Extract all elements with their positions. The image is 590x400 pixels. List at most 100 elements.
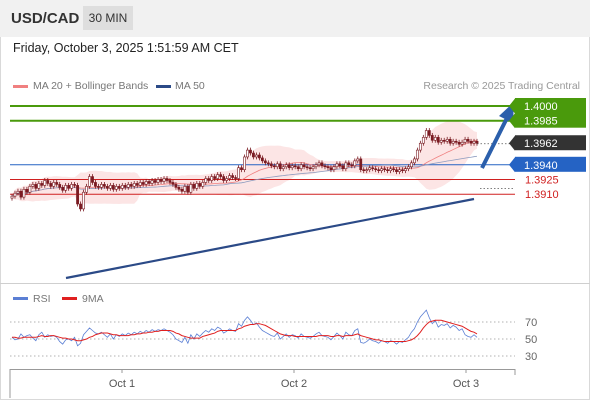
candle-body [287, 164, 291, 169]
candle-body [97, 186, 100, 188]
candle-body [213, 176, 217, 179]
level-label-1-3962-bg [515, 135, 586, 151]
candle-body [335, 163, 339, 168]
timeframe-badge[interactable]: 30 MIN [83, 6, 133, 30]
candle-body [269, 163, 273, 167]
level-label-1-4000-bg [515, 98, 586, 113]
candle-body [454, 140, 458, 143]
candle-body [353, 160, 357, 167]
candle-body [398, 169, 401, 172]
candle-body [111, 185, 115, 190]
candle-body [198, 183, 202, 187]
candle-body [204, 178, 208, 183]
header-bar: USD/CAD 30 MIN [0, 0, 590, 37]
candle-body [108, 185, 112, 189]
candle-body [433, 137, 437, 141]
candle-body [82, 191, 85, 210]
candle-body [263, 160, 267, 164]
candle-body [207, 178, 211, 181]
candle-body [413, 158, 416, 164]
candle-body [475, 140, 479, 144]
rsi-tick-50: 50 [525, 334, 537, 346]
candle-body [28, 186, 32, 193]
candle-body [22, 189, 26, 198]
symbol-title: USD/CAD [11, 10, 80, 27]
x-tick-label: Oct 2 [281, 378, 307, 390]
candle-body [344, 162, 348, 170]
candle-body [70, 184, 74, 189]
candle-body [171, 182, 175, 185]
candle-body [401, 169, 404, 171]
candle-body [52, 182, 56, 187]
candle-body [141, 182, 145, 185]
candle-body [350, 164, 354, 167]
candle-body [126, 184, 130, 188]
candle-body [120, 185, 124, 189]
candle-body [249, 149, 252, 154]
candle-body [299, 164, 303, 170]
candle-body [430, 135, 434, 141]
candle-body [150, 180, 154, 184]
candle-body [296, 166, 300, 170]
candle-body [85, 186, 88, 193]
candle-body [395, 169, 398, 172]
candle-body [34, 184, 38, 189]
candle-body [293, 165, 297, 168]
candle-body [392, 168, 395, 171]
candle-body [31, 184, 35, 187]
candle-body [91, 176, 94, 183]
candle-body [43, 180, 47, 186]
rsi-ma-line [12, 319, 478, 343]
candle-body [76, 185, 79, 205]
level-label-1-4000-tip [509, 98, 515, 114]
candle-body [58, 184, 62, 188]
candle-body [64, 185, 68, 191]
candle-body [37, 183, 41, 189]
candle-body [272, 165, 276, 168]
candle-body [389, 168, 392, 171]
candle-body [114, 186, 118, 190]
candle-body [424, 130, 428, 138]
candle-body [180, 189, 184, 192]
candle-body [49, 183, 53, 187]
rsi-ma-legend-swatch [62, 297, 77, 300]
level-label-1-3940-bg [515, 156, 586, 172]
candle-body [377, 169, 381, 171]
candle-body [445, 139, 449, 142]
level-label-1-3985: 1.3985 [524, 116, 558, 128]
candle-body [305, 166, 309, 169]
candle-body [323, 165, 327, 168]
candle-body [359, 158, 363, 170]
candle-body [407, 166, 410, 170]
candle-body [135, 183, 139, 186]
level-label-1-3940-tip [509, 157, 515, 173]
candle-body [16, 190, 20, 194]
candle-body [195, 183, 199, 189]
candle-body [418, 142, 422, 151]
candle-body [365, 169, 369, 171]
candle-body [189, 184, 193, 193]
candle-body [174, 184, 178, 188]
candle-body [252, 152, 255, 158]
candle-body [168, 180, 172, 183]
x-tick-label: Oct 1 [109, 378, 135, 390]
rsi-tick-70: 70 [525, 317, 537, 329]
candle-body [123, 185, 127, 188]
candle-body [228, 175, 231, 179]
candle-body [338, 163, 342, 167]
candle-body [314, 164, 318, 168]
candle-body [386, 169, 389, 171]
ma20-legend-swatch [13, 85, 28, 88]
candle-body [320, 162, 324, 167]
x-tick-label: Oct 3 [453, 378, 479, 390]
candle-body [371, 167, 375, 170]
candle-body [100, 184, 103, 188]
candle-body [368, 167, 372, 171]
candle-body [332, 166, 336, 170]
candle-body [132, 183, 136, 187]
level-label-1-4000: 1.4000 [524, 101, 558, 113]
candle-body [317, 162, 321, 166]
candle-body [225, 178, 229, 181]
candle-body [183, 186, 187, 192]
